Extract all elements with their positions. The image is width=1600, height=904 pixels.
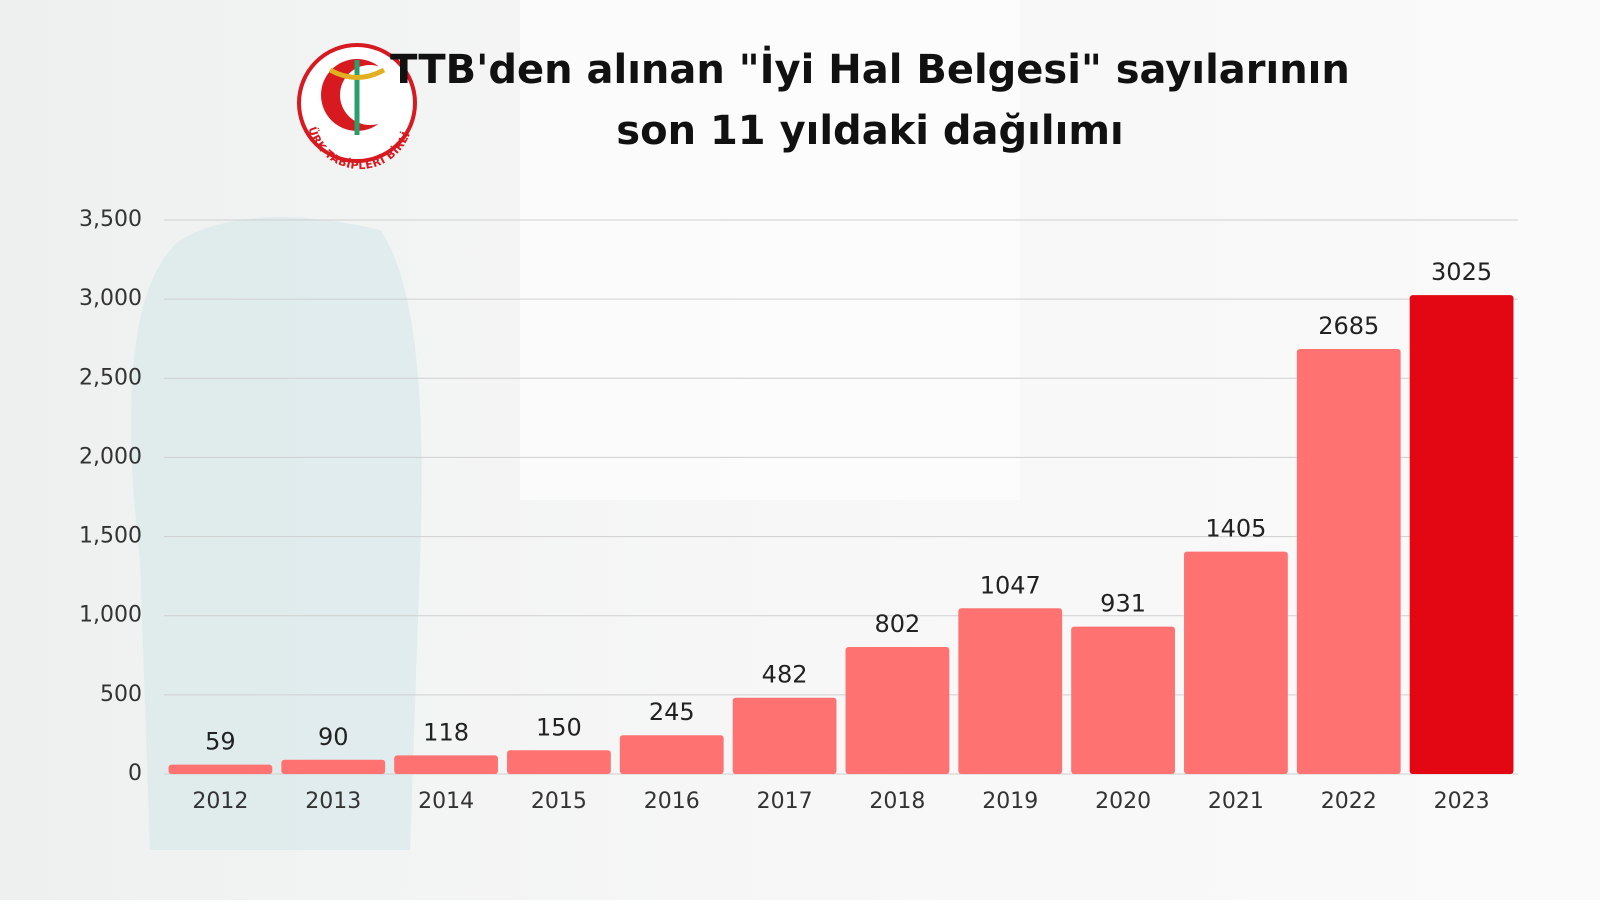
value-label: 1405: [1205, 515, 1266, 543]
x-tick-label: 2013: [305, 789, 361, 814]
value-label: 150: [536, 713, 582, 741]
chart-title: TTB'den alınan "İyi Hal Belgesi" sayılar…: [390, 45, 1350, 93]
x-tick-label: 2020: [1095, 789, 1151, 814]
bar: [394, 755, 498, 774]
value-label: 802: [875, 610, 921, 638]
y-tick-label: 3,000: [79, 286, 142, 311]
x-tick-label: 2016: [644, 789, 700, 814]
chart-title: son 11 yıldaki dağılımı: [616, 108, 1123, 154]
bar: [168, 764, 273, 774]
value-label: 118: [423, 718, 469, 746]
bar: [958, 608, 1063, 774]
x-tick-label: 2023: [1434, 789, 1490, 814]
value-label: 245: [649, 698, 695, 726]
value-label: 482: [762, 661, 808, 689]
x-tick-label: 2015: [531, 789, 587, 814]
y-tick-label: 3,500: [79, 207, 142, 232]
y-tick-label: 2,000: [79, 444, 142, 469]
x-tick-label: 2018: [869, 789, 925, 814]
bar: [732, 697, 837, 774]
bar: [1184, 551, 1288, 774]
y-tick-label: 1,500: [79, 524, 142, 549]
bar: [845, 647, 950, 774]
value-label: 59: [205, 728, 236, 756]
x-tick-label: 2022: [1321, 789, 1377, 814]
x-tick-label: 2019: [982, 789, 1038, 814]
value-label: 2685: [1318, 312, 1379, 340]
bar: [1071, 626, 1175, 774]
bar: [281, 759, 386, 774]
y-tick-label: 500: [100, 682, 142, 707]
x-tick-label: 2012: [192, 789, 248, 814]
x-tick-label: 2014: [418, 789, 474, 814]
bar: [1296, 349, 1401, 774]
y-tick-label: 1,000: [79, 603, 142, 628]
value-label: 3025: [1431, 258, 1492, 286]
background-figure: [131, 217, 422, 851]
value-label: 1047: [980, 571, 1041, 599]
y-tick-label: 2,500: [79, 365, 142, 390]
value-label: 90: [318, 723, 349, 751]
x-tick-label: 2021: [1208, 789, 1264, 814]
y-tick-label: 0: [128, 761, 142, 786]
window: [520, 0, 1020, 500]
bar: [619, 735, 724, 774]
bar: [507, 750, 611, 774]
x-tick-label: 2017: [757, 789, 813, 814]
bar: [1409, 295, 1514, 774]
logo-wings: [328, 67, 386, 80]
value-label: 931: [1100, 590, 1146, 618]
